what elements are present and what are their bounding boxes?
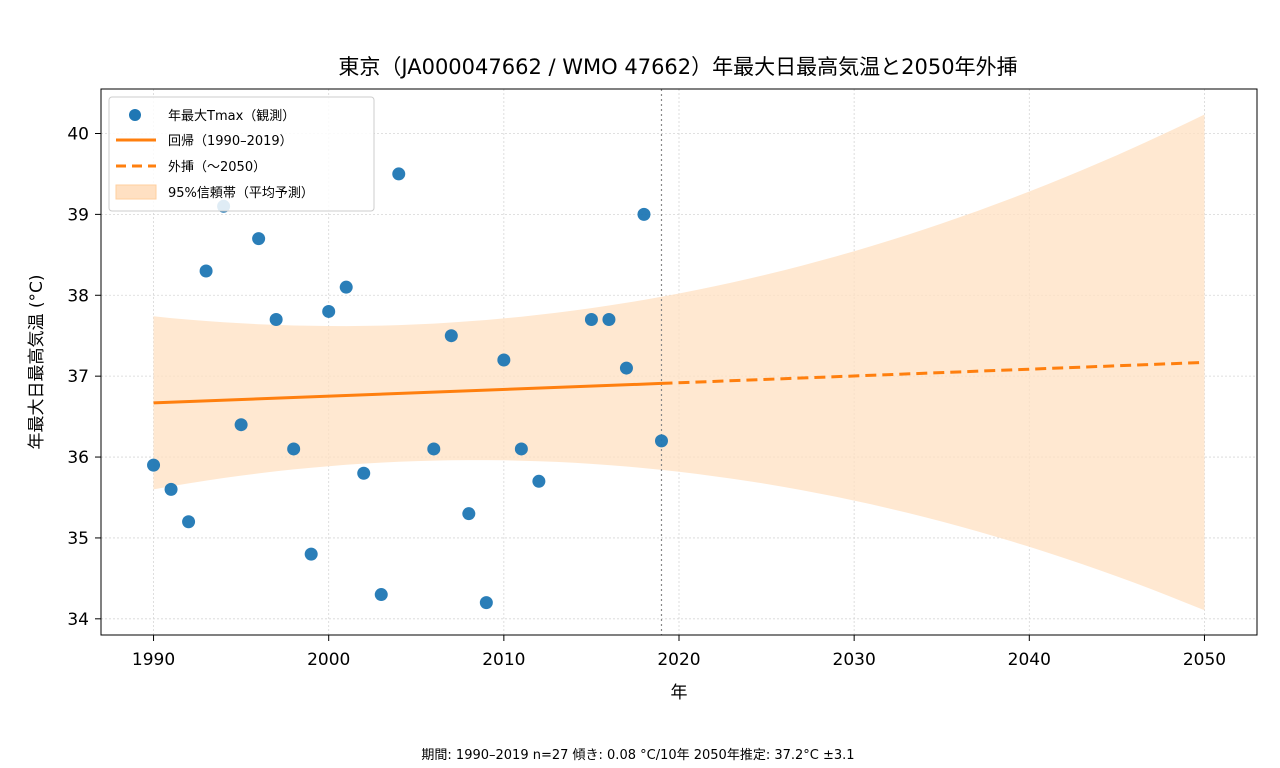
scatter-point bbox=[252, 232, 266, 246]
y-tick-label: 36 bbox=[67, 448, 89, 468]
scatter-point bbox=[269, 313, 283, 327]
x-tick-label: 2050 bbox=[1183, 650, 1226, 670]
legend-label-regression: 回帰（1990–2019） bbox=[168, 133, 293, 149]
x-axis: 1990 2000 2010 2020 2030 2040 2050 bbox=[132, 635, 1226, 670]
y-tick-label: 35 bbox=[67, 529, 89, 549]
confidence-band bbox=[153, 114, 1205, 611]
extrapolation-line bbox=[661, 360, 1205, 385]
scatter-point bbox=[532, 474, 546, 488]
chart-title: 東京（JA000047662 / WMO 47662）年最大日最高気温と2050… bbox=[338, 55, 1017, 79]
scatter-point bbox=[287, 442, 301, 456]
x-tick-label: 2010 bbox=[482, 650, 525, 670]
regression-line bbox=[153, 381, 662, 405]
legend: 年最大Tmax（観測） 回帰（1990–2019） 外挿（〜2050） 95%信… bbox=[108, 96, 375, 212]
legend-box bbox=[108, 96, 375, 212]
scatter-point bbox=[619, 361, 633, 375]
legend-label-observed: 年最大Tmax（観測） bbox=[168, 109, 295, 124]
x-tick-label: 2030 bbox=[833, 650, 876, 670]
plot-area bbox=[100, 88, 1258, 636]
scatter-point bbox=[497, 353, 511, 367]
scatter-point bbox=[199, 264, 213, 278]
scatter-point bbox=[392, 167, 406, 181]
legend-label-extrapolation: 外挿（〜2050） bbox=[168, 160, 266, 175]
scatter-point bbox=[304, 547, 318, 561]
legend-label-band: 95%信頼帯（平均予測） bbox=[168, 186, 314, 201]
y-axis: 34 35 36 37 38 39 40 bbox=[67, 124, 101, 630]
scatter-points bbox=[147, 167, 668, 610]
scatter-point bbox=[427, 442, 441, 456]
scatter-point bbox=[654, 434, 668, 448]
legend-band-swatch bbox=[115, 184, 157, 200]
legend-scatter-marker bbox=[129, 109, 141, 121]
scatter-point bbox=[479, 596, 493, 610]
scatter-point bbox=[444, 329, 458, 343]
y-tick-label: 37 bbox=[67, 367, 89, 387]
scatter-point bbox=[637, 207, 651, 221]
y-tick-label: 34 bbox=[67, 610, 89, 630]
y-axis-label: 年最大日最高気温 (°C) bbox=[27, 274, 47, 449]
x-tick-label: 1990 bbox=[132, 650, 175, 670]
x-tick-label: 2000 bbox=[307, 650, 350, 670]
scatter-point bbox=[322, 304, 336, 318]
x-tick-label: 2020 bbox=[657, 650, 700, 670]
scatter-point bbox=[182, 515, 196, 529]
y-tick-label: 40 bbox=[67, 124, 89, 144]
x-tick-label: 2040 bbox=[1008, 650, 1051, 670]
footer-stats: 期間: 1990–2019 n=27 傾き: 0.08 °C/10年 2050年… bbox=[421, 748, 854, 763]
scatter-point bbox=[339, 280, 353, 294]
x-axis-label: 年 bbox=[671, 683, 688, 703]
scatter-point bbox=[584, 313, 598, 327]
scatter-point bbox=[164, 482, 178, 496]
scatter-point bbox=[462, 507, 476, 521]
scatter-point bbox=[514, 442, 528, 456]
scatter-point bbox=[374, 588, 388, 602]
scatter-point bbox=[602, 313, 616, 327]
y-tick-label: 39 bbox=[67, 205, 89, 225]
y-tick-label: 38 bbox=[67, 286, 89, 306]
scatter-point bbox=[147, 458, 161, 472]
scatter-point bbox=[357, 466, 371, 480]
scatter-point bbox=[234, 418, 248, 432]
